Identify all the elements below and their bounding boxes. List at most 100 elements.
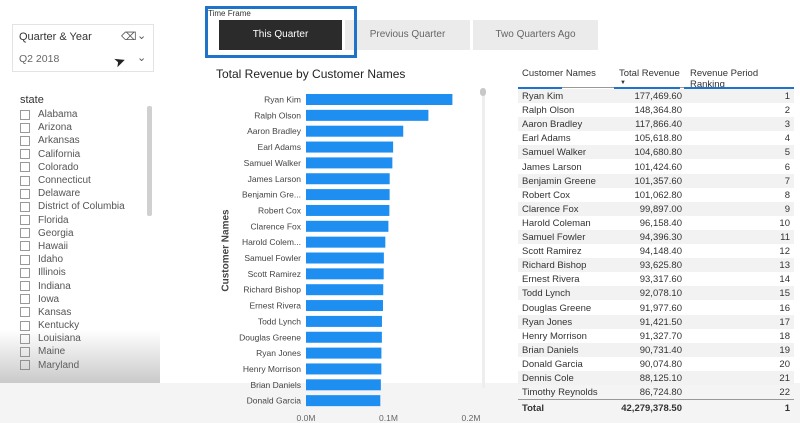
eraser-icon[interactable]: ⌫ — [121, 31, 137, 43]
table-row[interactable]: Douglas Greene 91,977.60 16 — [518, 301, 794, 315]
cell-customer-name: Harold Coleman — [522, 217, 591, 229]
bar[interactable] — [306, 284, 384, 296]
header-total-revenue[interactable]: Total Revenue — [619, 68, 680, 79]
table-row[interactable]: Samuel Walker 104,680.80 5 — [518, 145, 794, 160]
checkbox[interactable] — [20, 162, 30, 173]
checkbox[interactable] — [20, 307, 30, 318]
chevron-down-icon[interactable]: ⌄ — [137, 30, 147, 42]
table-row[interactable]: Brian Daniels 90,731.40 19 — [518, 342, 794, 357]
state-item[interactable]: Colorado — [20, 161, 125, 174]
bar[interactable] — [306, 94, 453, 105]
state-item[interactable]: Idaho — [20, 253, 125, 266]
dropdown-chevron-icon[interactable]: ⌄ — [137, 52, 147, 64]
bar[interactable] — [306, 204, 390, 216]
checkbox[interactable] — [20, 109, 30, 120]
state-item[interactable]: Alabama — [20, 108, 125, 121]
bar[interactable] — [306, 157, 393, 169]
checkbox[interactable] — [20, 267, 30, 278]
state-item[interactable]: Kansas — [20, 306, 125, 319]
cell-total-revenue: 90,731.40 — [639, 344, 682, 356]
header-revenue-period-ranking[interactable]: Revenue Period Ranking — [690, 68, 759, 90]
table-row[interactable]: Robert Cox 101,062.80 8 — [518, 188, 794, 202]
table-row[interactable]: Todd Lynch 92,078.10 15 — [518, 286, 794, 301]
table-row[interactable]: Earl Adams 105,618.80 4 — [518, 131, 794, 145]
bar[interactable] — [306, 395, 381, 407]
table-row[interactable]: Harold Coleman 96,158.40 10 — [518, 216, 794, 230]
selection-highlight-frame — [205, 6, 357, 58]
state-item[interactable]: Florida — [20, 214, 125, 227]
table-row[interactable]: Samuel Fowler 94,396.30 11 — [518, 230, 794, 245]
checkbox[interactable] — [20, 228, 30, 239]
state-scrollbar[interactable] — [147, 106, 152, 216]
state-item[interactable]: Maine — [20, 345, 125, 358]
table-row[interactable]: Ernest Rivera 93,317.60 14 — [518, 272, 794, 286]
checkbox[interactable] — [20, 294, 30, 305]
state-item[interactable]: California — [20, 148, 125, 161]
state-item[interactable]: Louisiana — [20, 332, 125, 345]
chart-scrollbar-thumb[interactable] — [480, 88, 486, 96]
table-row[interactable]: Aaron Bradley 117,866.40 3 — [518, 117, 794, 132]
checkbox[interactable] — [20, 201, 30, 212]
table-row[interactable]: Timothy Reynolds 86,724.80 22 — [518, 385, 794, 399]
state-item[interactable]: Iowa — [20, 293, 125, 306]
checkbox[interactable] — [20, 320, 30, 331]
bar[interactable] — [306, 220, 389, 232]
two-quarters-ago-button[interactable]: Two Quarters Ago — [473, 20, 598, 50]
table-row[interactable]: Ryan Jones 91,421.50 17 — [518, 314, 794, 329]
checkbox[interactable] — [20, 215, 30, 226]
state-item[interactable]: Indiana — [20, 279, 125, 292]
table-row[interactable]: Donald Garcia 90,074.80 20 — [518, 357, 794, 371]
state-item[interactable]: Hawaii — [20, 240, 125, 253]
this-quarter-button[interactable]: This Quarter — [219, 20, 342, 50]
state-item[interactable]: Kentucky — [20, 319, 125, 332]
state-item[interactable]: Arkansas — [20, 134, 125, 147]
bar[interactable] — [306, 141, 394, 153]
state-item[interactable]: Maryland — [20, 359, 125, 372]
table-row[interactable]: James Larson 101,424.60 6 — [518, 160, 794, 174]
cell-ranking: 9 — [784, 203, 790, 215]
bar[interactable] — [306, 379, 381, 391]
bar[interactable] — [306, 300, 383, 312]
bar[interactable] — [306, 189, 390, 201]
chart-scrollbar-track[interactable] — [482, 88, 485, 388]
state-item[interactable]: Connecticut — [20, 174, 125, 187]
table-row[interactable]: Scott Ramirez 94,148.40 12 — [518, 244, 794, 258]
quarter-year-slicer[interactable]: Quarter & Year ⌫ ⌄ Q2 2018 ⌄ — [12, 24, 154, 72]
state-item[interactable]: Georgia — [20, 227, 125, 240]
bar[interactable] — [306, 252, 384, 264]
previous-quarter-button[interactable]: Previous Quarter — [345, 20, 470, 50]
table-row[interactable]: Ralph Olson 148,364.80 2 — [518, 103, 794, 117]
checkbox[interactable] — [20, 346, 30, 357]
checkbox[interactable] — [20, 122, 30, 133]
checkbox[interactable] — [20, 241, 30, 252]
quarter-year-dropdown[interactable]: Q2 2018 — [19, 53, 60, 65]
bar[interactable] — [306, 236, 386, 248]
state-item[interactable]: Delaware — [20, 187, 125, 200]
bar[interactable] — [306, 331, 382, 343]
table-row[interactable]: Ryan Kim 177,469.60 1 — [518, 89, 794, 104]
bar[interactable] — [306, 315, 382, 327]
state-item[interactable]: District of Columbia — [20, 200, 125, 213]
state-item[interactable]: Illinois — [20, 266, 125, 279]
checkbox[interactable] — [20, 254, 30, 265]
checkbox[interactable] — [20, 149, 30, 160]
bar[interactable] — [306, 173, 390, 185]
table-row[interactable]: Richard Bishop 93,625.80 13 — [518, 258, 794, 273]
state-item[interactable]: Arizona — [20, 121, 125, 134]
checkbox[interactable] — [20, 175, 30, 186]
bar[interactable] — [306, 268, 384, 280]
checkbox[interactable] — [20, 333, 30, 344]
table-row[interactable]: Benjamin Greene 101,357.60 7 — [518, 173, 794, 188]
checkbox[interactable] — [20, 135, 30, 146]
table-row[interactable]: Clarence Fox 99,897.00 9 — [518, 201, 794, 216]
header-customer-names[interactable]: Customer Names — [522, 68, 596, 79]
checkbox[interactable] — [20, 281, 30, 292]
bar[interactable] — [306, 347, 382, 359]
bar[interactable] — [306, 109, 429, 121]
bar[interactable] — [306, 125, 404, 137]
checkbox[interactable] — [20, 188, 30, 199]
table-row[interactable]: Henry Morrison 91,327.70 18 — [518, 329, 794, 343]
table-row[interactable]: Dennis Cole 88,125.10 21 — [518, 371, 794, 386]
bar[interactable] — [306, 363, 382, 375]
checkbox[interactable] — [20, 360, 30, 371]
